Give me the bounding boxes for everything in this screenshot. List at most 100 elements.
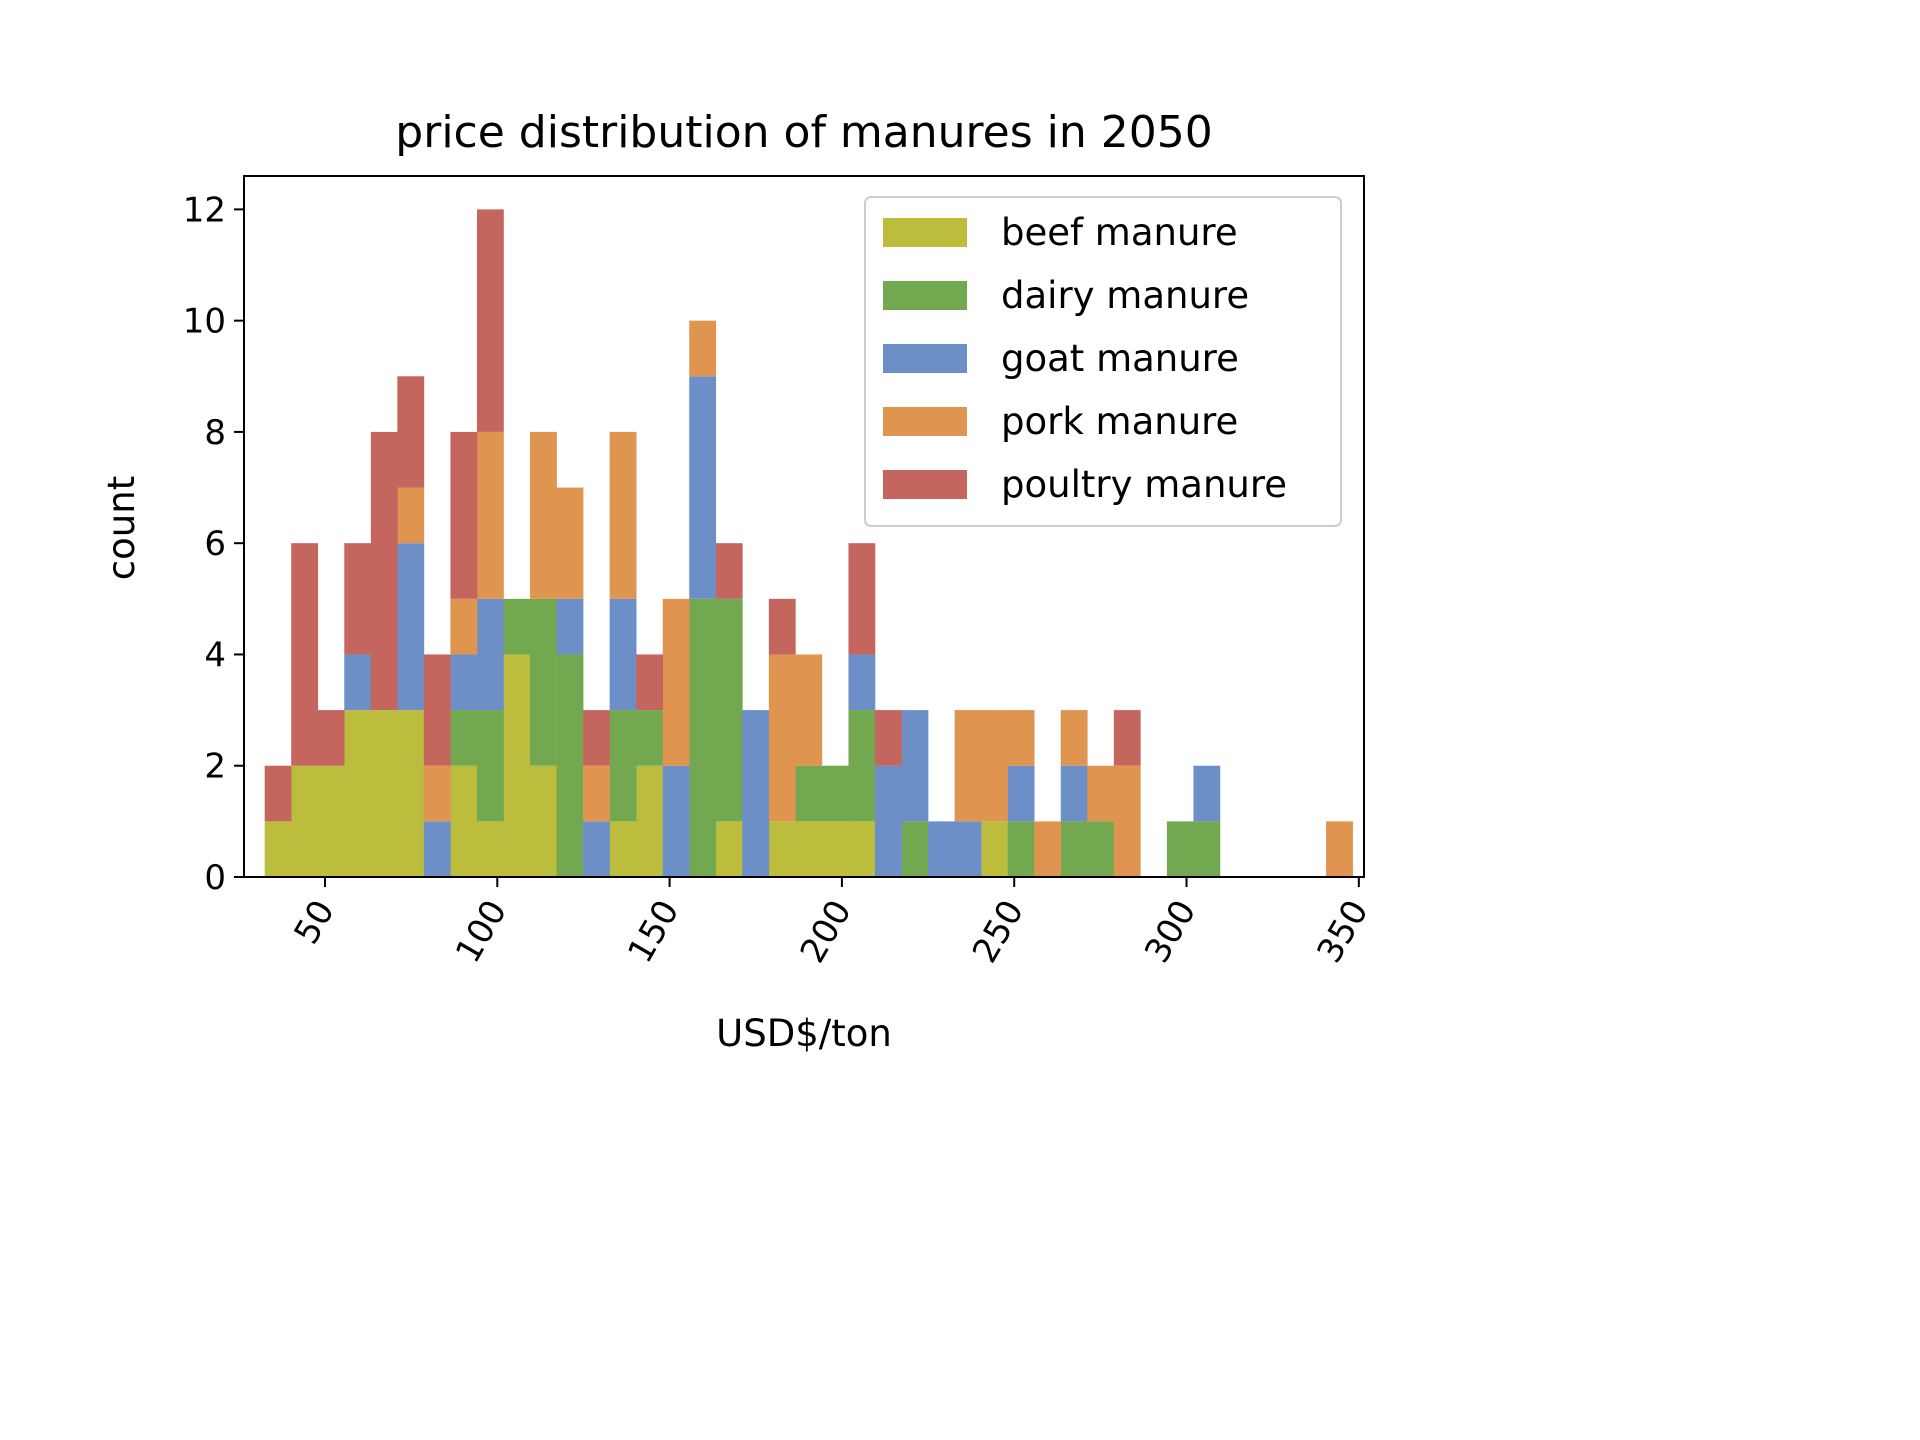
- bar-segment-series-3-bin-7: [450, 598, 478, 655]
- x-axis-label: USD$/ton: [716, 1012, 892, 1055]
- x-tick-label: 350: [1310, 894, 1377, 970]
- bar-segment-series-0-bin-20: [795, 821, 823, 877]
- bar-segment-series-3-bin-28: [1007, 710, 1035, 766]
- bar-segment-series-0-bin-8: [476, 821, 504, 877]
- bar-segment-series-3-bin-29: [1034, 821, 1062, 877]
- bar-segment-series-0-bin-21: [821, 821, 849, 877]
- bar-segment-series-2-bin-7: [450, 654, 478, 711]
- bar-segment-series-4-bin-0: [264, 765, 292, 822]
- x-tick-label: 200: [793, 894, 860, 970]
- bar-segment-series-1-bin-14: [636, 710, 664, 766]
- bar-segment-series-1-bin-22: [848, 710, 876, 822]
- y-tick-label: 4: [204, 635, 226, 675]
- bar-segment-series-1-bin-10: [530, 598, 557, 766]
- y-axis-label: count: [100, 476, 143, 580]
- bar-segment-series-2-bin-11: [556, 598, 584, 655]
- bar-segment-series-3-bin-6: [423, 765, 451, 822]
- legend-label-4: poultry manure: [1001, 463, 1287, 506]
- bar-segment-series-2-bin-18: [742, 710, 770, 877]
- bar-segment-series-3-bin-8: [476, 431, 504, 599]
- bar-segment-series-3-bin-31: [1087, 765, 1115, 822]
- y-tick-label: 6: [204, 524, 226, 564]
- x-tick-label: 150: [620, 894, 687, 970]
- bar-segment-series-2-bin-28: [1007, 765, 1035, 822]
- bar-segment-series-4-bin-17: [715, 543, 743, 599]
- bar-segment-series-4-bin-5: [397, 376, 425, 488]
- legend-label-2: goat manure: [1001, 337, 1239, 380]
- bar-segment-series-4-bin-19: [768, 598, 796, 655]
- bar-segment-series-2-bin-16: [689, 376, 717, 599]
- bar-segment-series-0-bin-22: [848, 821, 876, 877]
- bar-segment-series-3-bin-32: [1113, 765, 1141, 877]
- x-tick-label: 100: [448, 894, 515, 970]
- bar-segment-series-0-bin-3: [344, 710, 372, 877]
- legend-swatch-4: [883, 470, 967, 499]
- x-tick-label: 50: [287, 894, 343, 951]
- bar-segment-series-4-bin-14: [636, 654, 664, 711]
- bar-segment-series-2-bin-6: [423, 821, 451, 877]
- bar-segment-series-4-bin-12: [583, 710, 610, 766]
- bar-segment-series-4-bin-1: [291, 543, 319, 766]
- plot-area-frame: [243, 175, 1365, 878]
- bar-segment-series-2-bin-26: [954, 821, 982, 877]
- bar-segment-series-3-bin-19: [768, 654, 796, 822]
- legend-items: beef manure dairy manure goat manure pork m…: [883, 211, 1287, 506]
- legend: beef manure dairy manure goat manure pork m…: [864, 196, 1342, 527]
- bar-segment-series-0-bin-19: [768, 821, 796, 877]
- bar-segment-series-4-bin-23: [874, 710, 902, 766]
- y-tick-label: 12: [183, 190, 226, 230]
- bar-segment-series-2-bin-13: [609, 598, 637, 711]
- bar-segment-series-1-bin-13: [609, 710, 637, 822]
- bar-segment-series-4-bin-6: [423, 654, 451, 766]
- x-tick-label: 300: [1137, 894, 1204, 970]
- bar-segment-series-4-bin-4: [370, 431, 398, 711]
- bar-segment-series-2-bin-35: [1193, 765, 1221, 822]
- bar-segment-series-3-bin-26: [954, 710, 982, 822]
- bar-segment-series-2-bin-5: [397, 543, 425, 711]
- legend-label-0: beef manure: [1001, 211, 1238, 254]
- bar-segment-series-2-bin-23: [874, 765, 902, 877]
- y-tick-label: 2: [204, 747, 226, 787]
- bar-segment-series-3-bin-40: [1326, 821, 1353, 877]
- bar-segment-series-2-bin-25: [928, 821, 955, 877]
- legend-swatch-2: [883, 344, 967, 373]
- bar-segment-series-4-bin-8: [476, 209, 504, 432]
- bar-segment-series-1-bin-7: [450, 710, 478, 766]
- bar-segment-series-2-bin-22: [848, 654, 876, 711]
- bars-layer: [264, 209, 1353, 877]
- bar-segment-series-3-bin-13: [609, 431, 637, 599]
- bar-segment-series-3-bin-16: [689, 320, 717, 377]
- bar-segment-series-0-bin-17: [715, 821, 743, 877]
- bar-segment-series-4-bin-3: [344, 543, 372, 655]
- bar-segment-series-1-bin-30: [1060, 821, 1088, 877]
- y-tick-label: 8: [204, 413, 226, 453]
- bar-segment-series-2-bin-15: [662, 765, 690, 877]
- bar-segment-series-0-bin-9: [503, 654, 531, 877]
- bar-segment-series-0-bin-14: [636, 765, 664, 877]
- legend-swatch-1: [883, 281, 967, 310]
- bar-segment-series-0-bin-4: [370, 710, 398, 877]
- bar-segment-series-4-bin-22: [848, 543, 876, 655]
- bar-segment-series-0-bin-2: [317, 765, 345, 877]
- chart-title: price distribution of manures in 2050: [395, 107, 1212, 158]
- bar-segment-series-4-bin-32: [1113, 710, 1141, 766]
- bar-segment-series-1-bin-31: [1087, 821, 1115, 877]
- bar-segment-series-3-bin-20: [795, 654, 823, 766]
- bar-segment-series-1-bin-11: [556, 654, 584, 877]
- bar-segment-series-3-bin-30: [1060, 710, 1088, 766]
- bar-segment-series-0-bin-7: [450, 765, 478, 877]
- bar-segment-series-3-bin-15: [662, 598, 690, 766]
- bar-segment-series-0-bin-13: [609, 821, 637, 877]
- bar-segment-series-3-bin-12: [583, 765, 610, 822]
- x-axis-ticks: 50 100 150 200 250 300 350: [287, 877, 1377, 970]
- bar-segment-series-2-bin-12: [583, 821, 610, 877]
- bar-segment-series-2-bin-3: [344, 654, 372, 711]
- bar-segment-series-1-bin-35: [1193, 821, 1221, 877]
- bar-segment-series-1-bin-17: [715, 598, 743, 822]
- bar-segment-series-3-bin-27: [981, 710, 1008, 822]
- legend-label-1: dairy manure: [1001, 274, 1249, 317]
- bar-segment-series-1-bin-16: [689, 598, 717, 877]
- bar-segment-series-0-bin-5: [397, 710, 425, 877]
- bar-segment-series-2-bin-30: [1060, 765, 1088, 822]
- legend-label-3: pork manure: [1001, 400, 1238, 443]
